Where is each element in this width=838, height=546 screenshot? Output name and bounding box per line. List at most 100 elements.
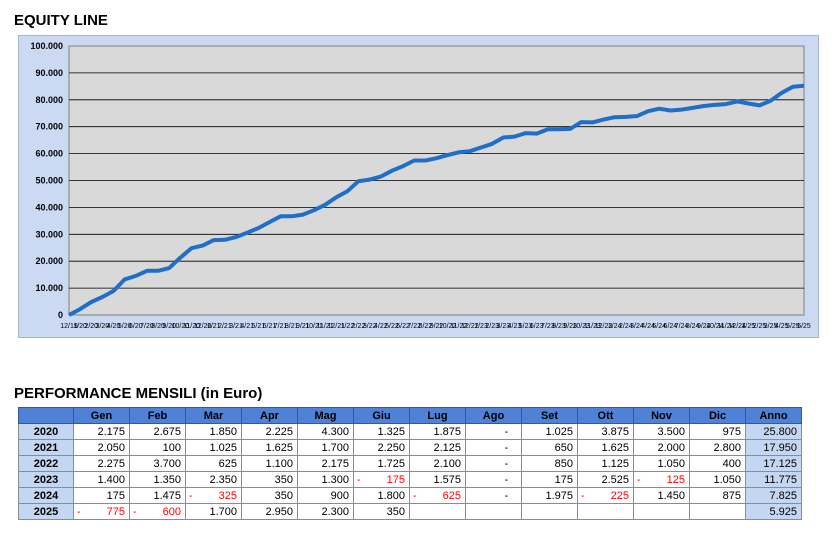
table-cell: -175 (353, 471, 410, 488)
x-tick-label: 11/23 (584, 323, 601, 330)
column-header-dic: Dic (689, 407, 746, 424)
negative-sign: - (77, 505, 81, 518)
x-tick-label: 4/22 (374, 323, 388, 330)
table-cell (633, 503, 690, 520)
x-tick-label: 3/25 (764, 323, 778, 330)
y-tick-label: 20.000 (35, 256, 63, 266)
x-tick-label: 8/20 (151, 323, 165, 330)
y-tick-label: 30.000 (35, 229, 63, 239)
row-year-label: 2025 (18, 503, 74, 520)
x-tick-label: 6/25 (797, 323, 811, 330)
annual-total-cell: 25.800 (745, 423, 802, 440)
table-cell: 1.800 (353, 487, 410, 504)
y-tick-label: 70.000 (35, 122, 63, 132)
equity-series-line (68, 83, 805, 317)
table-cell: 3.500 (633, 423, 690, 440)
table-cell: 2.350 (185, 471, 242, 488)
table-cell: 650 (521, 439, 578, 456)
x-tick-label: 4/23 (508, 323, 522, 330)
y-tick-label: 10.000 (35, 283, 63, 293)
table-cell: 1.025 (521, 423, 578, 440)
table-cell: -325 (185, 487, 242, 504)
x-tick-label: 1/23 (474, 323, 488, 330)
x-tick-label: 11/20 (183, 323, 200, 330)
annual-total-cell: 17.950 (745, 439, 802, 456)
x-tick-label: 12/22 (461, 323, 479, 330)
y-tick-label: 0 (58, 310, 63, 320)
x-tick-label: 6/20 (129, 323, 143, 330)
x-tick-label: 6/23 (530, 323, 544, 330)
table-cell (521, 503, 578, 520)
x-tick-label: 1/24 (608, 323, 622, 330)
table-cell: 2.100 (409, 455, 466, 472)
table-row: 2020 2.175 2.675 1.850 2.225 4.300 1.325 1.875-… (18, 423, 802, 440)
x-tick-label: 1/21 (207, 323, 221, 330)
row-year-label: 2022 (18, 455, 74, 472)
x-tick-label: 10/21 (305, 323, 323, 330)
table-cell: 4.300 (297, 423, 354, 440)
equity-chart: 0 10.000 20.000 30.000 40.000 50.000 60.000 70.… (18, 35, 819, 338)
x-tick-label: 1/25 (742, 323, 756, 330)
x-tick-label: 9/22 (430, 323, 444, 330)
negative-sign: - (133, 505, 137, 518)
negative-sign: - (357, 473, 361, 486)
x-tick-label: 7/24 (675, 323, 689, 330)
table-cell: 2.125 (409, 439, 466, 456)
x-tick-label: 12/23 (595, 323, 613, 330)
x-tick-label: 6/24 (664, 323, 678, 330)
table-cell: 1.850 (185, 423, 242, 440)
table-cell: 2.050 (73, 439, 130, 456)
table-cell: 1.125 (577, 455, 634, 472)
table-cell: 625 (185, 455, 242, 472)
negative-sign: - (581, 489, 585, 502)
x-tick-label: 5/23 (519, 323, 533, 330)
x-tick-label: 10/20 (172, 323, 190, 330)
column-header-nov: Nov (633, 407, 690, 424)
table-cell: 1.350 (129, 471, 186, 488)
x-tick-label: 6/22 (396, 323, 410, 330)
table-cell: 2.300 (297, 503, 354, 520)
x-tick-label: 9/24 (697, 323, 711, 330)
row-year-label: 2021 (18, 439, 74, 456)
table-cell: -225 (577, 487, 634, 504)
x-tick-label: 7/20 (140, 323, 154, 330)
row-year-label: 2024 (18, 487, 74, 504)
x-tick-label: 3/21 (229, 323, 243, 330)
x-tick-label: 2/21 (218, 323, 232, 330)
table-cell: 350 (353, 503, 410, 520)
table-cell: 1.875 (409, 423, 466, 440)
negative-sign: - (189, 489, 193, 502)
table-cell: 175 (73, 487, 130, 504)
column-header-gen: Gen (73, 407, 130, 424)
table-cell: 1.050 (689, 471, 746, 488)
x-tick-label: 12/19 (60, 323, 78, 330)
table-cell: 2.525 (577, 471, 634, 488)
x-tick-label: 6/21 (263, 323, 277, 330)
row-year-label: 2020 (18, 423, 74, 440)
x-tick-label: 3/20 (96, 323, 110, 330)
x-tick-label: 7/23 (541, 323, 555, 330)
x-tick-label: 12/21 (328, 323, 346, 330)
column-header-lug: Lug (409, 407, 466, 424)
x-tick-label: 5/24 (652, 323, 666, 330)
y-tick-label: 50.000 (35, 176, 63, 186)
table-cell: 2.950 (241, 503, 298, 520)
table-cell: 1.300 (297, 471, 354, 488)
table-cell: -125 (633, 471, 690, 488)
equity-line-title: EQUITY LINE (14, 12, 108, 29)
table-cell: 1.050 (633, 455, 690, 472)
table-cell: - (465, 471, 522, 488)
table-cell: 100 (129, 439, 186, 456)
table-cell: 1.700 (297, 439, 354, 456)
x-tick-label: 7/22 (407, 323, 421, 330)
table-cell: 2.800 (689, 439, 746, 456)
table-cell: - (465, 423, 522, 440)
table-cell: 2.225 (241, 423, 298, 440)
table-cell: 175 (521, 471, 578, 488)
x-tick-label: 4/21 (240, 323, 254, 330)
x-tick-label: 9/23 (563, 323, 577, 330)
table-cell: 1.625 (241, 439, 298, 456)
table-cell: 1.475 (129, 487, 186, 504)
x-tick-label: 5/25 (786, 323, 800, 330)
x-tick-label: 1/22 (341, 323, 355, 330)
